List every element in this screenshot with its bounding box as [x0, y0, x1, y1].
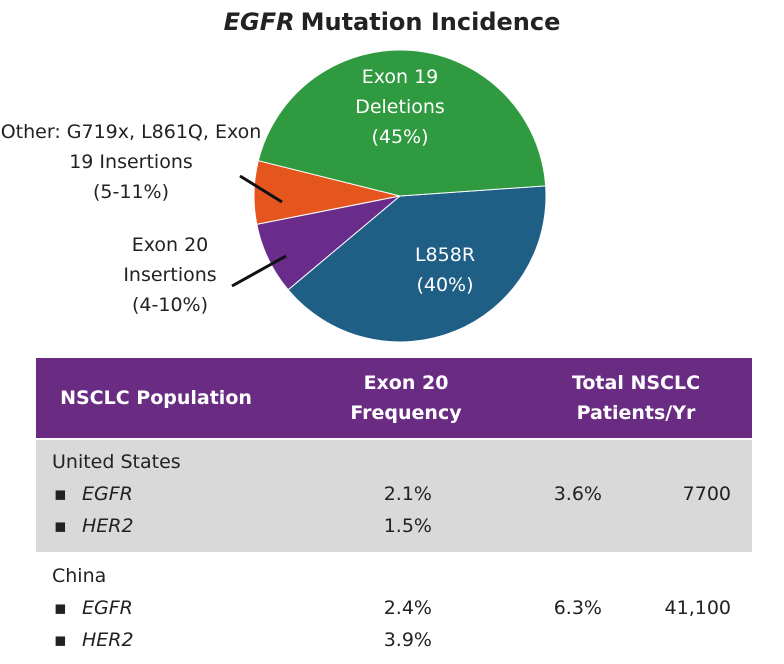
patients: 7700: [682, 483, 731, 505]
table: NSCLC Population Exon 20 Frequency Total N…: [36, 358, 752, 664]
value-label: (4-10%): [132, 294, 208, 316]
patients: 41,100: [664, 597, 731, 619]
title-text: Mutation Incidence: [300, 8, 561, 36]
value-label: (5-11%): [93, 181, 169, 203]
category-label: Other: G719x, L861Q, Exon 19 Insertions: [0, 121, 262, 173]
table-group: United States EGFR 2.1% HER2 1.5% 3.6% 7700: [36, 438, 752, 552]
pie-slice: [287, 185, 547, 343]
header-cell: NSCLC Population: [60, 387, 252, 409]
total-frequency: 3.6%: [553, 483, 602, 505]
title-gene: EGFR: [223, 8, 295, 36]
category-label: Exon 19 Deletions: [355, 66, 445, 118]
frequency: 1.5%: [383, 515, 432, 537]
pie-chart: [231, 49, 547, 343]
frequency: 2.1%: [383, 483, 432, 505]
leader-line: [239, 174, 283, 204]
table-group: China EGFR 2.4% HER2 3.9% 6.3% 41,100: [36, 552, 752, 664]
slice-label: Exon 19 Deletions (45%): [320, 62, 480, 152]
group-name: China: [52, 565, 107, 587]
slice-label: L858R (40%): [370, 240, 520, 300]
header-cell: Total NSCLC Patients/Yr: [571, 372, 701, 424]
value-label: (40%): [416, 274, 474, 296]
value-label: (45%): [371, 126, 429, 148]
frequency: 2.4%: [383, 597, 432, 619]
gene-name: HER2: [36, 510, 134, 542]
header-cell: Exon 20 Frequency: [350, 372, 462, 424]
category-label: L858R: [414, 244, 476, 266]
table-header: NSCLC Population Exon 20 Frequency Total N…: [36, 358, 752, 438]
gene-name: EGFR: [36, 592, 133, 624]
pie-slice: [257, 49, 547, 197]
gene-name: HER2: [36, 624, 134, 656]
leader-line: [231, 254, 287, 288]
category-label: Exon 20 Insertions: [123, 234, 217, 286]
chart-title: EGFR Mutation Incidence: [0, 8, 784, 36]
slice-label: Other: G719x, L861Q, Exon 19 Insertions (…: [0, 117, 262, 207]
gene-name: EGFR: [36, 478, 133, 510]
group-name: United States: [52, 451, 181, 473]
slice-label: Exon 20 Insertions (4-10%): [100, 230, 240, 320]
total-frequency: 6.3%: [553, 597, 602, 619]
frequency: 3.9%: [383, 629, 432, 651]
